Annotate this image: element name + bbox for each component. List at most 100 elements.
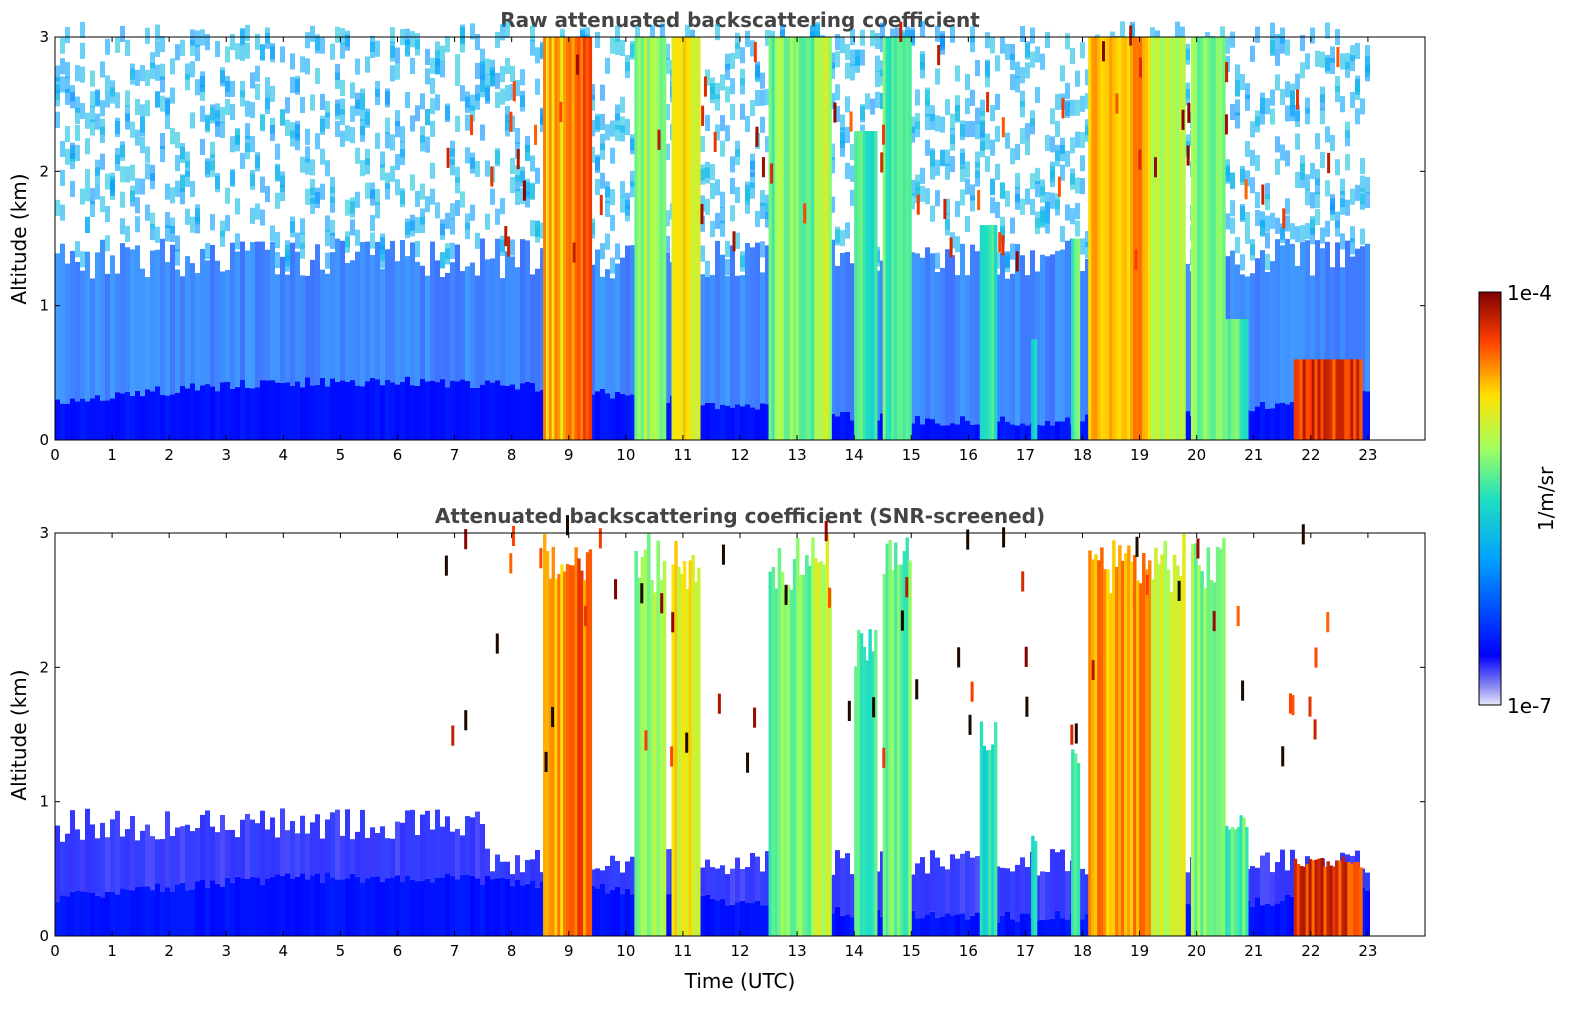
noise-cell xyxy=(170,87,175,104)
noise-cell xyxy=(450,218,455,235)
noise-cell xyxy=(940,149,945,166)
bl-cell xyxy=(170,394,175,440)
noise-cell xyxy=(125,39,130,56)
low-cell xyxy=(105,837,110,892)
bl-cell xyxy=(955,914,960,936)
noise-cell xyxy=(960,148,965,165)
noise-cell xyxy=(735,32,740,49)
cloud-column xyxy=(882,37,887,440)
noise-cell xyxy=(305,188,310,205)
bl-cell xyxy=(270,877,275,936)
noise-cell xyxy=(120,166,125,183)
cloud-fragment xyxy=(490,166,494,187)
noise-cell xyxy=(490,188,495,205)
noise-cell xyxy=(1350,188,1355,205)
cloud-column xyxy=(1308,359,1313,440)
noise-cell xyxy=(955,275,960,425)
noise-cell xyxy=(1240,165,1245,183)
noise-cell xyxy=(1330,58,1335,75)
cloud-column xyxy=(982,225,986,440)
noise-cell xyxy=(490,59,495,76)
cloud-column xyxy=(908,560,912,936)
noise-cell xyxy=(80,251,85,268)
noise-cell xyxy=(60,243,65,404)
noise-cell xyxy=(1360,246,1365,391)
noise-cell xyxy=(75,107,80,124)
noise-cell xyxy=(1275,136,1280,153)
noise-cell xyxy=(715,82,720,99)
noise-cell xyxy=(970,89,975,106)
low-cell xyxy=(490,871,495,880)
x-tick-label: 21 xyxy=(1244,446,1263,464)
bl-cell xyxy=(440,877,445,936)
noise-cell xyxy=(485,213,490,230)
cloud-column xyxy=(1118,545,1122,936)
noise-cell xyxy=(985,32,990,49)
noise-cell xyxy=(630,181,635,198)
noise-cell xyxy=(325,273,330,387)
bl-cell xyxy=(60,895,65,936)
noise-cell xyxy=(1320,86,1325,103)
noise-cell xyxy=(1065,100,1070,117)
noise-cell xyxy=(1010,243,1015,260)
cloud-fragment xyxy=(803,203,807,224)
noise-cell xyxy=(140,116,145,133)
bl-cell xyxy=(145,389,150,440)
bl-cell xyxy=(285,873,290,936)
noise-cell xyxy=(1040,254,1045,426)
low-cell xyxy=(80,839,85,892)
low-cell xyxy=(180,826,185,883)
noise-cell xyxy=(595,156,600,174)
noise-cell xyxy=(1015,172,1020,190)
noise-cell xyxy=(910,126,915,143)
bl-cell xyxy=(185,388,190,440)
noise-cell xyxy=(1265,215,1270,232)
noise-cell xyxy=(1175,21,1180,38)
cloud-column xyxy=(1344,359,1348,440)
noise-cell xyxy=(975,123,980,140)
noise-cell xyxy=(1285,81,1290,98)
bl-cell xyxy=(915,415,920,440)
cloud-column xyxy=(543,37,547,440)
noise-cell xyxy=(920,185,925,202)
cloud-fragment xyxy=(1024,646,1028,667)
bl-cell xyxy=(205,887,210,936)
bl-cell xyxy=(600,388,605,440)
cloud-column xyxy=(677,566,681,936)
noise-cell xyxy=(1085,119,1090,136)
noise-cell xyxy=(260,44,265,61)
noise-cell xyxy=(715,24,720,41)
noise-cell xyxy=(475,62,480,79)
noise-cell xyxy=(150,250,155,392)
noise-cell xyxy=(340,109,345,126)
bl-cell xyxy=(435,877,440,936)
cloud-column xyxy=(768,571,773,936)
noise-cell xyxy=(960,165,965,183)
low-cell xyxy=(755,856,760,902)
bl-cell xyxy=(765,404,770,440)
bl-cell xyxy=(345,382,350,440)
noise-cell xyxy=(250,136,255,153)
noise-cell xyxy=(1075,70,1080,87)
noise-cell xyxy=(85,138,90,155)
cloud-column xyxy=(674,540,678,936)
cloud-column xyxy=(814,37,818,440)
cloud-column xyxy=(545,551,550,936)
noise-cell xyxy=(145,277,150,390)
cloud-column xyxy=(885,37,889,440)
noise-cell xyxy=(665,143,670,160)
bl-cell xyxy=(315,384,320,440)
noise-cell xyxy=(925,188,930,205)
cloud-column xyxy=(1359,867,1363,936)
noise-cell xyxy=(100,153,105,170)
bl-cell xyxy=(325,386,330,440)
low-cell xyxy=(510,874,515,886)
low-cell xyxy=(530,859,535,881)
noise-cell xyxy=(615,113,620,130)
noise-cell xyxy=(335,72,340,89)
noise-cell xyxy=(635,26,640,43)
cloud-column xyxy=(646,533,651,936)
low-cell xyxy=(365,837,370,879)
noise-cell xyxy=(745,197,750,214)
